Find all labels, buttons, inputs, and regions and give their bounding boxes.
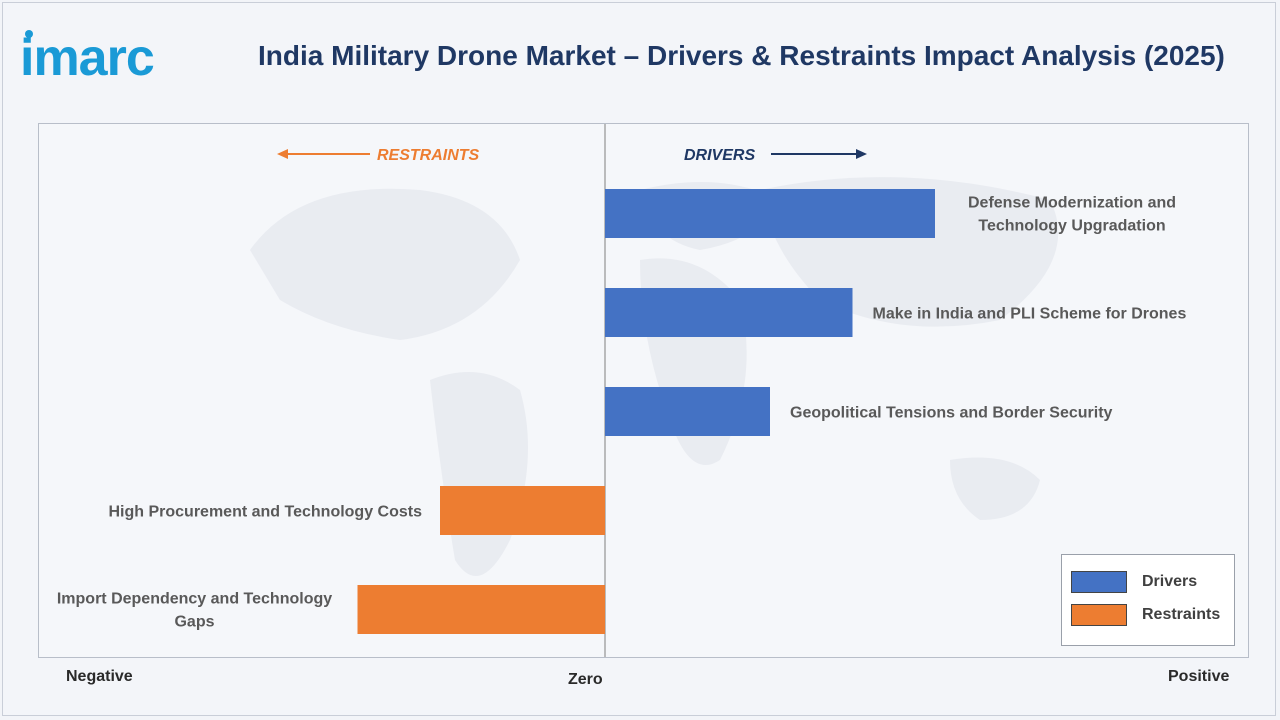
category-label-1: Defense Modernization and Technology Upgr…	[968, 195, 1176, 235]
legend-item-restraints: Restraints	[1071, 604, 1220, 626]
bar-driver-2	[605, 288, 853, 337]
category-label-3: Geopolitical Tensions and Border Securit…	[790, 405, 1113, 422]
legend-item-drivers: Drivers	[1071, 571, 1197, 593]
legend-label-restraints: Restraints	[1142, 606, 1221, 623]
world-map-shape-2	[430, 372, 528, 576]
axis-label-negative: Negative	[66, 668, 133, 685]
category-label-4: High Procurement and Technology Costs	[108, 504, 422, 521]
category-label-5: Import Dependency and Technology Gaps	[57, 591, 332, 631]
world-map-shape-1	[250, 188, 520, 340]
axis-label-positive: Positive	[1168, 668, 1230, 685]
logo-dot	[25, 30, 33, 38]
legend-swatch-restraints	[1071, 604, 1127, 626]
category-label-2: Make in India and PLI Scheme for Drones	[873, 306, 1187, 323]
drivers-arrow-head	[856, 149, 867, 159]
world-map-shape-6	[950, 457, 1040, 520]
legend-label-drivers: Drivers	[1142, 573, 1198, 590]
bar-driver-3	[605, 387, 770, 436]
imarc-logo: imarc	[20, 29, 155, 87]
bar-restraint-4	[440, 486, 605, 535]
drivers-direction-label: DRIVERS	[684, 147, 755, 164]
axis-label-zero: Zero	[568, 671, 603, 688]
legend: Drivers Restraints	[1061, 554, 1235, 646]
restraints-arrow-head	[277, 149, 288, 159]
bar-restraint-5	[357, 585, 605, 634]
legend-swatch-drivers	[1071, 571, 1127, 593]
restraints-direction-label: RESTRAINTS	[377, 147, 480, 164]
page-title: India Military Drone Market – Drivers & …	[258, 40, 1225, 71]
logo-text: imarc	[20, 29, 154, 87]
bar-driver-1	[605, 189, 935, 238]
